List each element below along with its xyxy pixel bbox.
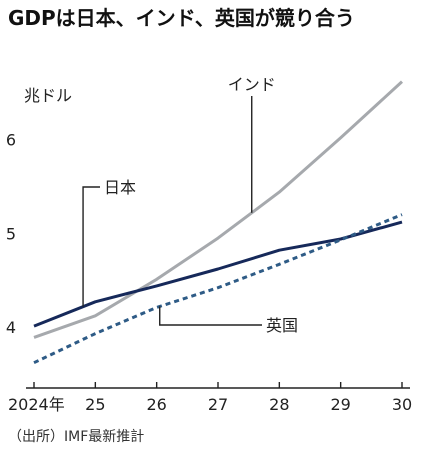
x-tick-label: 28 [269, 395, 289, 414]
x-tick-label: 2024年 [8, 395, 65, 414]
chart-title: GDPは日本、インド、英国が競り合う [8, 6, 355, 30]
series-layer [33, 80, 404, 365]
x-axis: 2024年 25 26 27 28 29 30 [8, 382, 412, 414]
annotation-label-uk: 英国 [266, 316, 298, 335]
y-tick-label: 6 [6, 131, 16, 150]
y-tick-label: 4 [6, 318, 16, 337]
annotation-line-uk [159, 306, 262, 326]
series-line-uk [33, 213, 403, 365]
x-tick-label: 25 [85, 395, 105, 414]
annotations: インド 日本 英国 [82, 75, 298, 335]
x-tick-label: 26 [146, 395, 166, 414]
annotation-label-japan: 日本 [104, 178, 136, 197]
annotation-label-india: インド [228, 75, 276, 94]
x-tick-label: 30 [392, 395, 412, 414]
source-note: （出所）IMF最新推計 [8, 429, 144, 445]
x-tick-label: 27 [208, 395, 228, 414]
y-axis-unit-label: 兆ドル [24, 86, 72, 105]
y-tick-label: 5 [6, 224, 16, 243]
annotation-line-japan [82, 186, 100, 307]
series-line-india [33, 80, 404, 339]
x-tick-label: 29 [330, 395, 350, 414]
y-axis: 4 5 6 [6, 131, 16, 337]
series-line-japan [33, 220, 403, 328]
